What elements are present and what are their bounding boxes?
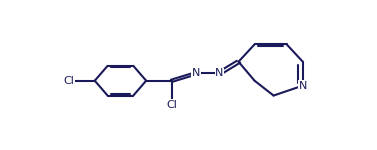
Text: Cl: Cl — [64, 76, 75, 86]
Text: N: N — [299, 81, 307, 91]
Text: N: N — [192, 68, 200, 78]
Text: Cl: Cl — [167, 100, 177, 110]
Text: N: N — [215, 68, 224, 78]
